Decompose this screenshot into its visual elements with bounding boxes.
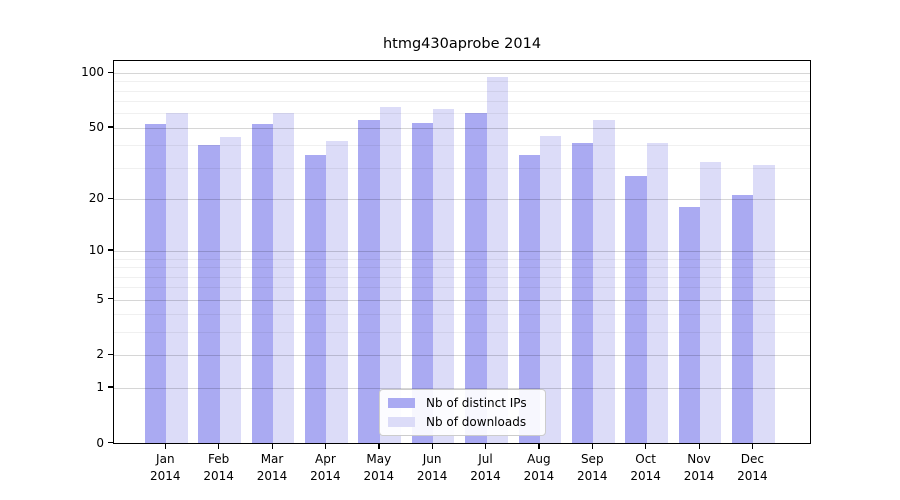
- bar-downloads-nov: [700, 162, 722, 443]
- y-tick-label: 100: [81, 65, 104, 79]
- bar-downloads-apr: [326, 141, 348, 443]
- gridline-minor: [114, 113, 810, 115]
- bars-layer: [114, 61, 810, 443]
- gridline-major: [114, 299, 810, 301]
- bar-downloads-mar: [273, 112, 295, 443]
- x-tick-mark: [431, 443, 433, 449]
- gridline-major: [114, 387, 810, 389]
- bar-downloads-jan: [166, 112, 188, 443]
- x-tick-label-jun: Jun 2014: [416, 451, 448, 483]
- gridline-major: [114, 355, 810, 357]
- gridline-minor: [114, 267, 810, 269]
- y-tick-mark: [108, 386, 113, 388]
- y-tick-mark: [108, 298, 113, 300]
- bar-downloads-jul: [486, 76, 508, 443]
- bar-distinct-ips-jan: [145, 124, 167, 443]
- y-tick-mark: [108, 126, 113, 128]
- gridline-major: [114, 73, 810, 74]
- x-tick-mark: [218, 443, 220, 449]
- y-tick-mark: [108, 442, 113, 444]
- gridline-minor: [114, 276, 810, 278]
- x-tick-label-apr: Apr 2014: [310, 451, 341, 483]
- bar-distinct-ips-oct: [625, 175, 647, 443]
- gridline-minor: [114, 167, 810, 169]
- x-tick-label-oct: Oct 2014: [630, 451, 661, 483]
- gridline-minor: [114, 314, 810, 316]
- bar-distinct-ips-dec: [732, 194, 754, 443]
- gridline-minor: [114, 258, 810, 260]
- x-tick-label-sep: Sep 2014: [576, 451, 608, 483]
- x-tick-label-nov: Nov 2014: [683, 451, 715, 483]
- bar-downloads-jun: [433, 109, 455, 443]
- grid-layer: [114, 61, 810, 443]
- gridline-major: [114, 199, 810, 201]
- legend-swatch-icon: [388, 398, 415, 408]
- bar-distinct-ips-jun: [411, 122, 434, 443]
- bar-distinct-ips-may: [358, 119, 380, 443]
- y-tick-mark: [108, 249, 113, 251]
- bar-distinct-ips-feb: [198, 144, 220, 443]
- bar-distinct-ips-aug: [518, 155, 540, 443]
- x-tick-mark: [591, 443, 594, 449]
- x-tick-mark: [485, 443, 487, 449]
- bar-downloads-dec: [753, 164, 775, 443]
- x-tick-mark: [751, 443, 754, 449]
- bar-downloads-sep: [593, 119, 615, 443]
- chart-title: htmg430aprobe 2014: [382, 36, 542, 52]
- y-tick-label: 1: [96, 379, 104, 394]
- bar-downloads-aug: [539, 135, 562, 443]
- gridline-minor: [114, 287, 810, 289]
- x-tick-mark: [645, 443, 647, 449]
- legend: Nb of distinct IPs Nb of downloads: [379, 389, 546, 436]
- legend-label: Nb of downloads: [426, 415, 527, 429]
- x-tick-label-may: May 2014: [363, 451, 395, 483]
- legend-entry-distinct-ips: Nb of distinct IPs: [380, 396, 545, 410]
- y-tick-label: 2: [96, 347, 104, 362]
- y-tick-label: 5: [96, 291, 104, 306]
- x-tick-mark: [538, 443, 540, 449]
- y-tick-mark: [108, 71, 113, 73]
- x-tick-label-dec: Dec 2014: [737, 451, 768, 483]
- gridline-major: [114, 250, 810, 252]
- plot-area: Nb of distinct IPs Nb of downloads: [113, 60, 811, 444]
- bar-distinct-ips-apr: [305, 155, 327, 443]
- x-tick-mark: [378, 443, 380, 449]
- bar-downloads-may: [379, 106, 402, 443]
- x-tick-mark: [164, 443, 167, 449]
- bar-distinct-ips-nov: [678, 206, 700, 443]
- legend-label: Nb of distinct IPs: [426, 396, 527, 410]
- y-tick-mark: [108, 353, 113, 356]
- legend-swatch-icon: [388, 417, 415, 427]
- gridline-minor: [114, 90, 810, 92]
- y-tick-mark: [108, 197, 113, 199]
- x-tick-label-aug: Aug 2014: [523, 451, 555, 483]
- y-tick-label: 50: [88, 119, 104, 134]
- gridline-minor: [114, 81, 810, 83]
- bar-distinct-ips-mar: [251, 124, 274, 443]
- y-tick-label: 0: [96, 435, 104, 450]
- x-tick-mark: [271, 443, 273, 449]
- gridline-minor: [114, 145, 810, 147]
- gridline-minor: [114, 332, 810, 334]
- bar-distinct-ips-sep: [571, 142, 594, 443]
- x-tick-mark: [324, 443, 327, 449]
- x-tick-label-jan: Jan 2014: [150, 451, 181, 483]
- y-tick-label: 20: [88, 191, 104, 206]
- x-tick-mark: [698, 443, 700, 449]
- bar-distinct-ips-jul: [465, 112, 487, 443]
- bar-downloads-feb: [219, 137, 241, 443]
- x-tick-label-feb: Feb 2014: [203, 451, 234, 483]
- gridline-major: [114, 127, 810, 129]
- gridline-minor: [114, 101, 810, 103]
- legend-entry-downloads: Nb of downloads: [380, 415, 545, 429]
- x-tick-label-jul: Jul 2014: [470, 451, 501, 483]
- bar-downloads-oct: [646, 142, 668, 443]
- x-tick-label-mar: Mar 2014: [256, 451, 288, 483]
- y-tick-label: 10: [88, 242, 104, 257]
